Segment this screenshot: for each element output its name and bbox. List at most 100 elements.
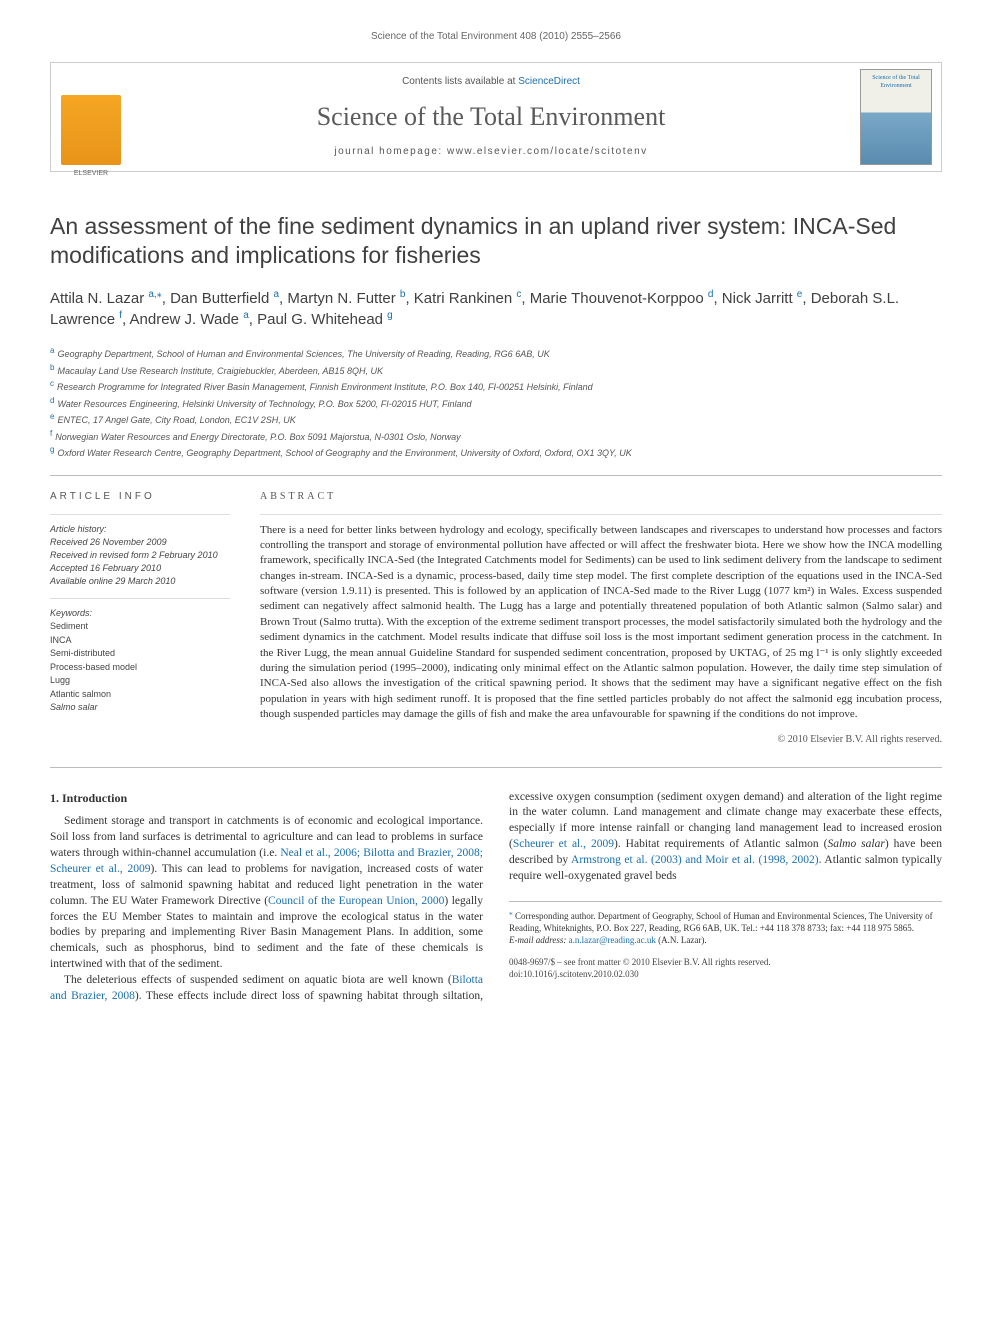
info-abstract-row: article info Article history: Received 2…	[50, 490, 942, 747]
divider	[50, 767, 942, 768]
affiliation: gOxford Water Research Centre, Geography…	[50, 444, 942, 461]
history-accepted: Accepted 16 February 2010	[50, 562, 230, 575]
affiliation-text: Oxford Water Research Centre, Geography …	[57, 448, 631, 458]
homepage-url[interactable]: www.elsevier.com/locate/scitotenv	[447, 146, 648, 157]
separator: ,	[802, 290, 810, 307]
affiliation-key: c	[50, 379, 54, 388]
affiliation-text: ENTEC, 17 Angel Gate, City Road, London,…	[57, 415, 295, 425]
corresponding-author-footnote: ⁎ Corresponding author. Department of Ge…	[509, 901, 942, 946]
keyword: Salmo salar	[50, 701, 230, 715]
separator: ,	[249, 311, 257, 328]
separator: ,	[122, 311, 130, 328]
affiliation-text: Research Programme for Integrated River …	[57, 382, 593, 392]
email-link[interactable]: a.n.lazar@reading.ac.uk	[569, 935, 656, 945]
contents-prefix: Contents lists available at	[402, 76, 518, 87]
article-info-column: article info Article history: Received 2…	[50, 490, 230, 747]
journal-banner: Contents lists available at ScienceDirec…	[50, 62, 942, 172]
keywords-block: Keywords:SedimentINCASemi-distributedPro…	[50, 607, 230, 715]
affiliation: bMacaulay Land Use Research Institute, C…	[50, 362, 942, 379]
divider	[50, 475, 942, 476]
email-label: E-mail address:	[509, 935, 569, 945]
abstract-heading: abstract	[260, 490, 942, 504]
affiliation-key: d	[50, 396, 54, 405]
affiliation-key: f	[50, 429, 52, 438]
species-name: Salmo salar	[827, 838, 884, 850]
separator: ,	[162, 290, 170, 307]
affiliation: fNorwegian Water Resources and Energy Di…	[50, 428, 942, 445]
mini-divider	[260, 514, 942, 515]
affiliation-key: g	[50, 445, 54, 454]
sciencedirect-link[interactable]: ScienceDirect	[518, 76, 580, 87]
issn-line: 0048-9697/$ – see front matter © 2010 El…	[509, 957, 771, 967]
abstract-column: abstract There is a need for better link…	[260, 490, 942, 747]
separator: ,	[521, 290, 529, 307]
affiliation-text: Macaulay Land Use Research Institute, Cr…	[57, 366, 383, 376]
footnote-text: Corresponding author. Department of Geog…	[509, 911, 933, 933]
cover-image: Science of the Total Environment	[860, 69, 932, 165]
doi-block: 0048-9697/$ – see front matter © 2010 El…	[509, 956, 942, 980]
keyword: Semi-distributed	[50, 647, 230, 661]
author: Martyn N. Futter b	[287, 290, 405, 307]
history-label: Article history:	[50, 523, 230, 536]
abstract-copyright: © 2010 Elsevier B.V. All rights reserved…	[260, 733, 942, 747]
affiliation-text: Water Resources Engineering, Helsinki Un…	[57, 399, 471, 409]
mini-divider	[50, 514, 230, 515]
doi-line: doi:10.1016/j.scitotenv.2010.02.030	[509, 969, 639, 979]
author-affiliation-marker: g	[387, 310, 393, 321]
affiliation: cResearch Programme for Integrated River…	[50, 378, 942, 395]
author: Katri Rankinen c	[414, 290, 522, 307]
article-title: An assessment of the fine sediment dynam…	[50, 212, 942, 270]
affiliation: aGeography Department, School of Human a…	[50, 345, 942, 362]
history-revised: Received in revised form 2 February 2010	[50, 549, 230, 562]
section-title: Introduction	[62, 791, 127, 805]
separator: ,	[713, 290, 721, 307]
affiliation-text: Norwegian Water Resources and Energy Dir…	[55, 432, 460, 442]
citation-link[interactable]: Council of the European Union, 2000	[268, 895, 444, 907]
keyword: INCA	[50, 634, 230, 648]
author: Andrew J. Wade a	[130, 311, 249, 328]
article-info-heading: article info	[50, 490, 230, 504]
keyword: Atlantic salmon	[50, 688, 230, 702]
affiliation: dWater Resources Engineering, Helsinki U…	[50, 395, 942, 412]
journal-name: Science of the Total Environment	[317, 99, 666, 135]
email-suffix: (A.N. Lazar).	[656, 935, 707, 945]
affiliation: eENTEC, 17 Angel Gate, City Road, London…	[50, 411, 942, 428]
keywords-label: Keywords:	[50, 607, 230, 621]
banner-center: Contents lists available at ScienceDirec…	[131, 63, 851, 171]
author: Nick Jarritt e	[722, 290, 803, 307]
contents-line: Contents lists available at ScienceDirec…	[402, 75, 580, 89]
affiliation-key: e	[50, 412, 54, 421]
history-received: Received 26 November 2009	[50, 536, 230, 549]
author: Marie Thouvenot-Korppoo d	[530, 290, 714, 307]
author: Dan Butterfield a	[170, 290, 279, 307]
journal-cover-thumb: Science of the Total Environment	[851, 63, 941, 171]
homepage-prefix: journal homepage:	[334, 146, 447, 157]
separator: ,	[405, 290, 413, 307]
body-columns: 1. Introduction Sediment storage and tra…	[50, 790, 942, 1005]
running-head: Science of the Total Environment 408 (20…	[50, 30, 942, 44]
author-list: Attila N. Lazar a,⁎, Dan Butterfield a, …	[50, 288, 942, 332]
keyword: Process-based model	[50, 661, 230, 675]
homepage-line: journal homepage: www.elsevier.com/locat…	[334, 145, 647, 159]
article-history: Article history: Received 26 November 20…	[50, 523, 230, 588]
author-affiliation-marker: a,⁎	[148, 289, 161, 300]
mini-divider	[50, 598, 230, 599]
body-paragraph: Sediment storage and transport in catchm…	[50, 814, 483, 973]
citation-link[interactable]: Armstrong et al. (2003) and Moir et al. …	[571, 854, 819, 866]
affiliation-list: aGeography Department, School of Human a…	[50, 345, 942, 461]
citation-link[interactable]: Scheurer et al., 2009	[513, 838, 614, 850]
author: Attila N. Lazar a,⁎	[50, 290, 162, 307]
body-text: The deleterious effects of suspended sed…	[64, 974, 452, 986]
section-number: 1.	[50, 791, 59, 805]
keyword: Lugg	[50, 674, 230, 688]
keyword: Sediment	[50, 620, 230, 634]
affiliation-key: b	[50, 363, 54, 372]
publisher-logo	[51, 63, 131, 171]
elsevier-tree-icon	[61, 95, 121, 165]
history-online: Available online 29 March 2010	[50, 575, 230, 588]
affiliation-text: Geography Department, School of Human an…	[57, 349, 549, 359]
body-text: ). Habitat requirements of Atlantic salm…	[614, 838, 827, 850]
abstract-text: There is a need for better links between…	[260, 523, 942, 723]
affiliation-key: a	[50, 346, 54, 355]
section-heading: 1. Introduction	[50, 790, 483, 807]
